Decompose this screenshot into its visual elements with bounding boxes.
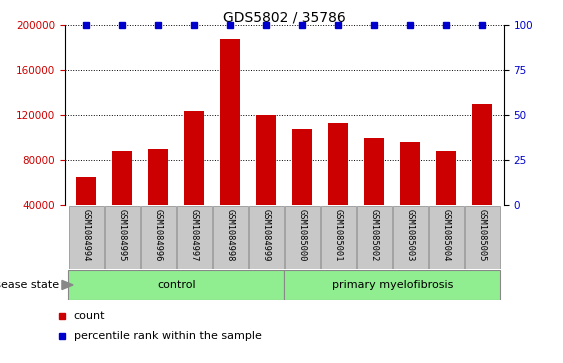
FancyBboxPatch shape [465, 206, 499, 269]
Bar [472, 104, 492, 250]
Text: GSM1084998: GSM1084998 [226, 209, 235, 261]
Title: GDS5802 / 35786: GDS5802 / 35786 [223, 10, 346, 24]
Polygon shape [62, 280, 73, 290]
FancyBboxPatch shape [213, 206, 248, 269]
Text: count: count [74, 311, 105, 321]
FancyBboxPatch shape [429, 206, 463, 269]
Bar [328, 123, 348, 250]
Text: GSM1085003: GSM1085003 [406, 209, 415, 261]
FancyBboxPatch shape [357, 206, 392, 269]
Text: GSM1084995: GSM1084995 [118, 209, 127, 261]
Bar [113, 151, 132, 250]
Bar [77, 177, 96, 250]
Bar [292, 129, 312, 250]
Bar [364, 138, 384, 250]
FancyBboxPatch shape [285, 206, 320, 269]
Text: GSM1085000: GSM1085000 [298, 209, 307, 261]
Text: GSM1084996: GSM1084996 [154, 209, 163, 261]
Bar [400, 142, 420, 250]
FancyBboxPatch shape [68, 270, 284, 300]
FancyBboxPatch shape [141, 206, 176, 269]
FancyBboxPatch shape [105, 206, 140, 269]
Bar [185, 111, 204, 250]
Bar [256, 115, 276, 250]
Text: control: control [157, 280, 195, 290]
Bar [149, 149, 168, 250]
Text: primary myelofibrosis: primary myelofibrosis [332, 280, 453, 290]
Text: GSM1085005: GSM1085005 [478, 209, 487, 261]
Text: GSM1084997: GSM1084997 [190, 209, 199, 261]
Text: GSM1084994: GSM1084994 [82, 209, 91, 261]
Text: percentile rank within the sample: percentile rank within the sample [74, 331, 262, 341]
FancyBboxPatch shape [249, 206, 284, 269]
FancyBboxPatch shape [69, 206, 104, 269]
FancyBboxPatch shape [393, 206, 427, 269]
Text: GSM1085001: GSM1085001 [334, 209, 343, 261]
Text: GSM1084999: GSM1084999 [262, 209, 271, 261]
FancyBboxPatch shape [284, 270, 501, 300]
FancyBboxPatch shape [321, 206, 356, 269]
Text: disease state: disease state [0, 280, 59, 290]
Bar [221, 39, 240, 250]
Bar [436, 151, 456, 250]
Text: GSM1085002: GSM1085002 [370, 209, 379, 261]
FancyBboxPatch shape [177, 206, 212, 269]
Text: GSM1085004: GSM1085004 [442, 209, 451, 261]
